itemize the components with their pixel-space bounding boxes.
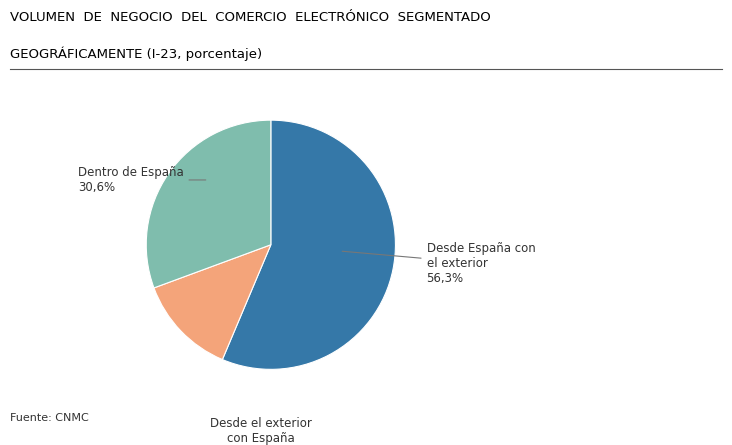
Wedge shape [146, 120, 271, 288]
Text: GEOGRÁFICAMENTE (I-23, porcentaje): GEOGRÁFICAMENTE (I-23, porcentaje) [10, 47, 262, 61]
Text: Desde el exterior
con España
13,0%: Desde el exterior con España 13,0% [210, 417, 312, 445]
Wedge shape [154, 245, 271, 360]
Wedge shape [223, 120, 395, 369]
Text: VOLUMEN  DE  NEGOCIO  DEL  COMERCIO  ELECTRÓNICO  SEGMENTADO: VOLUMEN DE NEGOCIO DEL COMERCIO ELECTRÓN… [10, 11, 491, 24]
Text: Fuente: CNMC: Fuente: CNMC [10, 413, 89, 423]
Text: Dentro de España
30,6%: Dentro de España 30,6% [78, 166, 206, 194]
Text: Desde España con
el exterior
56,3%: Desde España con el exterior 56,3% [342, 242, 535, 285]
